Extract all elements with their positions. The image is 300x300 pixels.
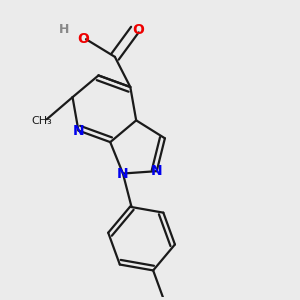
Text: O: O [133, 22, 144, 37]
Text: N: N [151, 164, 163, 178]
Text: N: N [117, 167, 129, 181]
Text: O: O [78, 32, 90, 46]
Text: CH₃: CH₃ [31, 116, 52, 126]
Text: N: N [73, 124, 84, 137]
Text: H: H [59, 22, 70, 36]
